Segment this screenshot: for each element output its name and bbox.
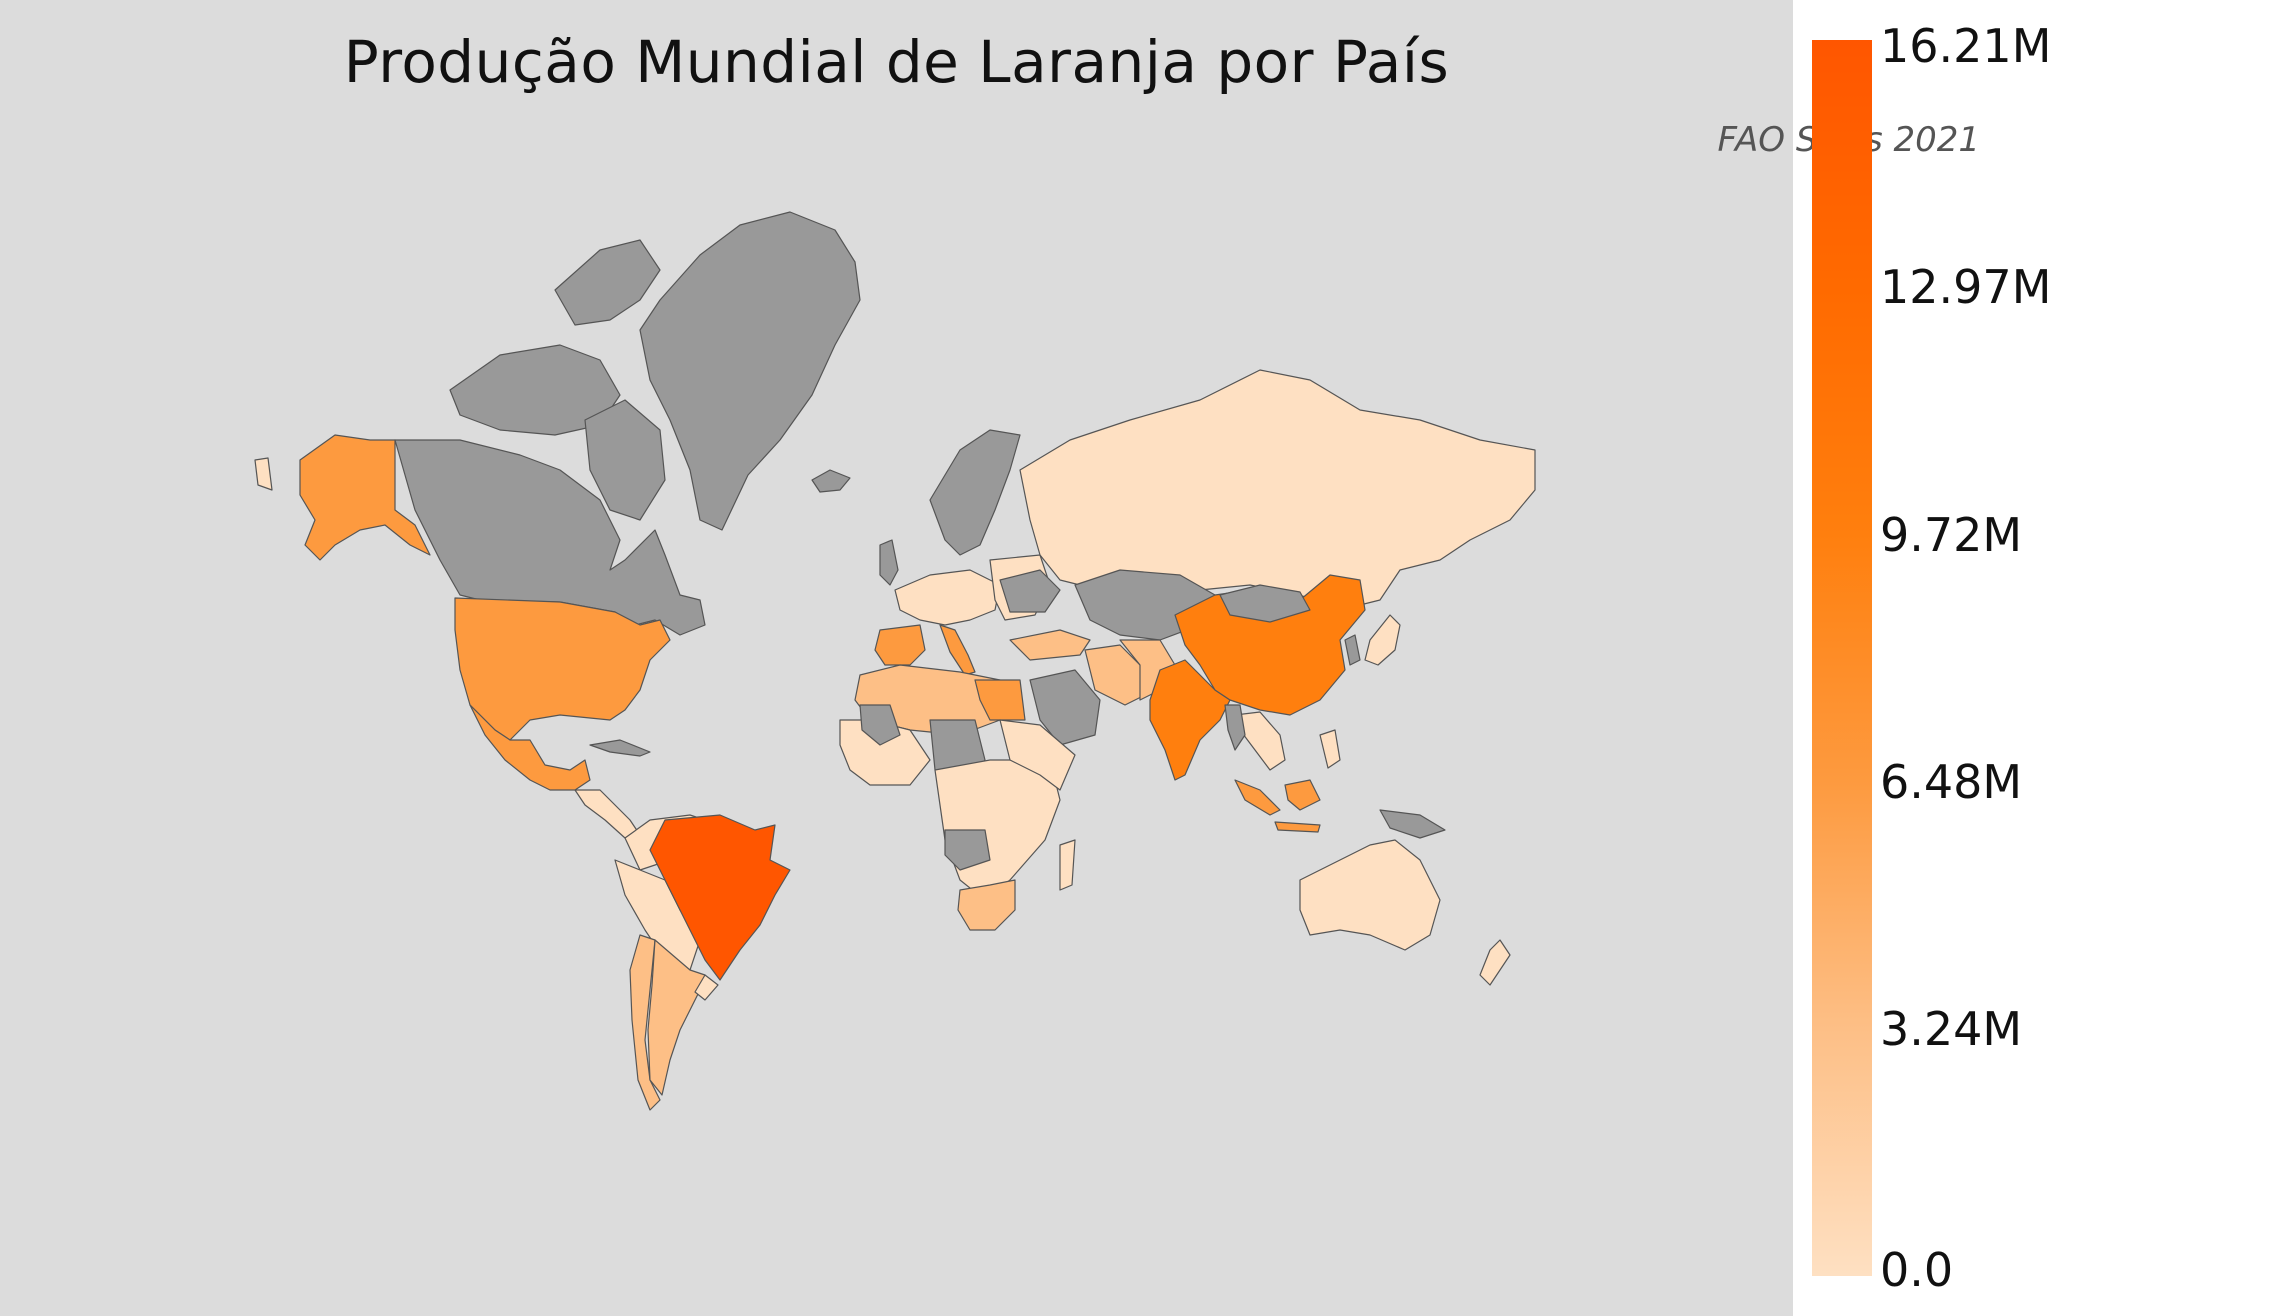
central-america (574, 789, 641, 839)
mongolia (1219, 584, 1311, 623)
hawaii (254, 457, 273, 491)
baffin-island (584, 399, 666, 521)
uruguay (694, 974, 719, 1001)
argentina (647, 939, 706, 1096)
alaska (299, 434, 431, 561)
papua (1379, 809, 1446, 839)
colorbar-tick-label: 3.24M (1880, 1001, 2023, 1056)
india (1149, 659, 1231, 781)
peru-bolivia (614, 859, 701, 971)
greenland (639, 211, 861, 531)
world-map (254, 211, 1536, 1111)
colorbar-tick-label: 9.72M (1880, 507, 2023, 562)
colorbar-tick-label: 12.97M (1880, 260, 2052, 315)
scandinavia (929, 429, 1021, 556)
brasil (649, 814, 791, 981)
saudi-arabia (1029, 669, 1101, 746)
east-africa (999, 719, 1076, 791)
russia (1019, 369, 1536, 611)
angola (944, 829, 991, 871)
colorbar (1812, 40, 1872, 1276)
canada-arctic-islands (554, 239, 661, 326)
indonesia-west (1234, 779, 1281, 816)
mali-niger (859, 704, 901, 746)
indonesia-borneo (1284, 779, 1321, 811)
ukraine (999, 569, 1061, 613)
united-kingdom (879, 539, 899, 586)
spain (874, 624, 926, 666)
mexico (469, 704, 591, 791)
south-africa (957, 879, 1016, 931)
cuba (589, 739, 651, 757)
colorbar-tick-label: 0.0 (1880, 1243, 1954, 1297)
turkey (1009, 629, 1091, 661)
japan (1364, 614, 1401, 666)
colorbar-tick-label: 6.48M (1880, 754, 2023, 809)
chile (629, 934, 661, 1111)
western-europe (894, 569, 1001, 626)
myanmar (1224, 704, 1246, 751)
philippines (1319, 729, 1341, 769)
madagascar (1059, 839, 1076, 891)
australia (1299, 839, 1441, 951)
colorbar-tick-label: 16.21M (1880, 19, 2052, 73)
italy (939, 624, 976, 676)
korea (1344, 634, 1361, 666)
iceland (811, 469, 851, 493)
new-zealand (1479, 939, 1511, 986)
chart-title: Produção Mundial de Laranja por País (343, 28, 1450, 96)
indonesia-java (1274, 821, 1321, 833)
egypt (974, 679, 1026, 721)
